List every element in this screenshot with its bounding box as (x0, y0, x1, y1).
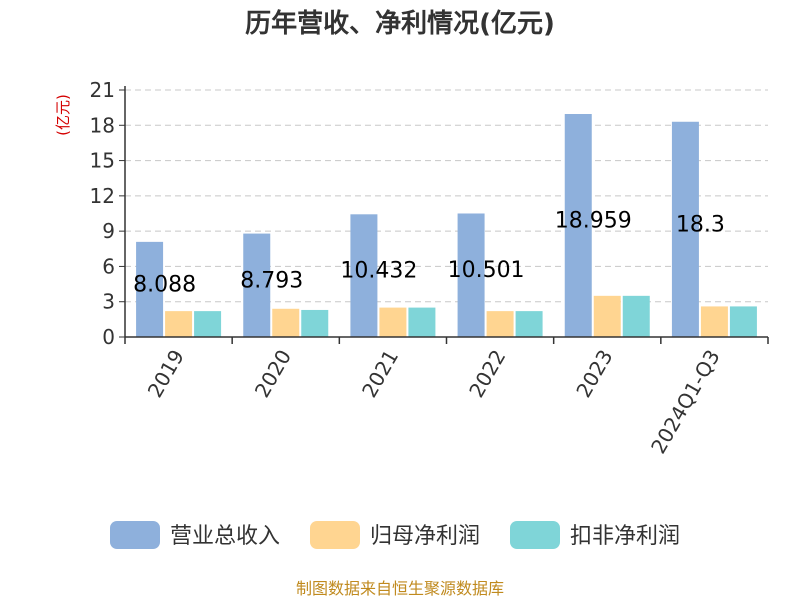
legend-swatch (510, 521, 560, 549)
axis-layer: 0 3 6 9 12 15 18 21 2019 2020 2021 2022 2023 2024Q1-Q… (90, 78, 769, 458)
grid-layer (125, 89, 768, 303)
bar-net-profit (593, 295, 621, 337)
bar-deducted-profit (408, 307, 436, 337)
bar-revenue (136, 241, 164, 337)
bar-deducted-profit (194, 311, 222, 337)
y-tick-label: 18 (90, 113, 115, 137)
source-note: 制图数据来自恒生聚源数据库 (296, 579, 504, 598)
data-label: 8.088 (133, 272, 196, 297)
bar-deducted-profit (622, 295, 650, 337)
legend-item[interactable]: 扣非净利润 (510, 521, 680, 549)
legend-item[interactable]: 营业总收入 (110, 521, 280, 549)
legend-label: 营业总收入 (170, 524, 280, 549)
y-tick-label: 3 (102, 290, 115, 314)
bar-revenue (243, 233, 271, 337)
bar-net-profit (272, 308, 300, 337)
data-label: 10.501 (448, 258, 525, 283)
bar-revenue (457, 213, 485, 337)
bar-net-profit (379, 307, 407, 337)
legend: 营业总收入 归母净利润 扣非净利润 (110, 521, 680, 549)
y-tick-label: 21 (90, 78, 115, 102)
bar-revenue (564, 114, 592, 338)
bar-revenue (671, 121, 699, 337)
bar-net-profit (486, 311, 514, 337)
bar-deducted-profit (515, 311, 543, 337)
data-label: 10.432 (340, 259, 417, 284)
bar-revenue (350, 214, 378, 337)
y-tick-label: 9 (102, 219, 115, 243)
legend-label: 归母净利润 (370, 524, 480, 549)
x-tick-label: 2020 (250, 346, 296, 402)
y-tick-label: 6 (102, 254, 115, 278)
legend-swatch (310, 521, 360, 549)
legend-label: 扣非净利润 (570, 524, 680, 549)
bar-deducted-profit (301, 309, 329, 337)
y-axis-unit: (亿元) (54, 94, 72, 136)
bar-net-profit (700, 306, 728, 337)
bar-net-profit (165, 311, 193, 337)
chart-title: 历年营收、净利情况(亿元) (245, 8, 555, 39)
bar-layer (136, 114, 757, 338)
x-tick-label: 2022 (464, 346, 510, 402)
x-tick-label: 2024Q1-Q3 (646, 346, 725, 458)
y-tick-label: 15 (90, 149, 115, 173)
y-tick-label: 12 (90, 184, 115, 208)
data-label-layer: 8.088 8.793 10.432 10.501 18.959 18.3 (133, 209, 725, 298)
x-tick-label: 2021 (357, 346, 403, 402)
data-label: 18.3 (676, 212, 725, 237)
legend-swatch (110, 521, 160, 549)
legend-item[interactable]: 归母净利润 (310, 521, 480, 549)
data-label: 18.959 (555, 209, 632, 234)
y-tick-label: 0 (102, 325, 115, 349)
x-tick-label: 2019 (143, 346, 189, 402)
data-label: 8.793 (240, 268, 303, 293)
bar-deducted-profit (729, 306, 757, 337)
x-tick-label: 2023 (571, 346, 617, 402)
